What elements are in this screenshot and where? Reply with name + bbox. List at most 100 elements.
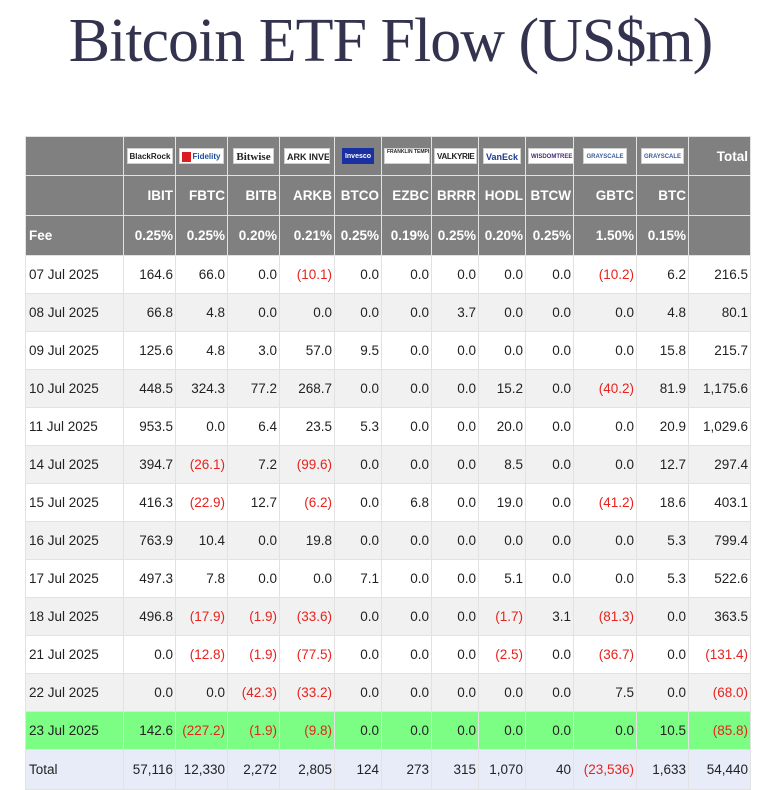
flow-cell: (1.7) — [478, 597, 526, 636]
row-date: 10 Jul 2025 — [25, 369, 124, 408]
row-total: (85.8) — [688, 711, 751, 750]
wisdomtree-logo-cell: WISDOMTREE — [525, 136, 574, 176]
table-row: 21 Jul 2025 0.0 (12.8) (1.9) (77.5) 0.0 0.0 0.0… — [25, 635, 751, 674]
flow-cell: 0.0 — [431, 559, 479, 598]
table-row: 07 Jul 2025 164.6 66.0 0.0 (10.1) 0.0 0.0 0.0 0.… — [25, 255, 751, 294]
flow-cell: 12.7 — [636, 445, 689, 484]
flow-cell: 0.0 — [381, 635, 432, 674]
row-total: 216.5 — [688, 255, 751, 294]
flow-cell: 0.0 — [525, 559, 574, 598]
fidelity-mark-icon — [182, 152, 192, 163]
bitwise-logo: Bitwise — [233, 148, 274, 165]
flow-cell: 0.0 — [381, 331, 432, 370]
flow-cell: 20.9 — [636, 407, 689, 446]
flow-cell: 0.0 — [525, 407, 574, 446]
flow-cell: (1.9) — [227, 635, 280, 674]
vaneck-logo: VanEck — [482, 148, 522, 165]
flow-cell: (12.8) — [175, 635, 228, 674]
flow-cell: 0.0 — [478, 711, 526, 750]
flow-cell: 0.0 — [334, 369, 382, 408]
flow-cell: 0.0 — [636, 673, 689, 712]
ticker-header-row: IBIT FBTC BITB ARKB BTCO EZBC BRRR HODL … — [25, 175, 751, 216]
ticker-header: ARKB — [279, 175, 335, 216]
fee-value: 0.21% — [279, 215, 335, 256]
flow-cell: 18.6 — [636, 483, 689, 522]
totals-cell: 1,070 — [478, 749, 526, 790]
table-row: 14 Jul 2025 394.7 (26.1) 7.2 (99.6) 0.0 0.0 0.0… — [25, 445, 751, 484]
flow-cell: 9.5 — [334, 331, 382, 370]
ticker-header: EZBC — [381, 175, 432, 216]
flow-cell: 77.2 — [227, 369, 280, 408]
flow-cell: 0.0 — [334, 673, 382, 712]
flow-cell: 0.0 — [431, 483, 479, 522]
fee-value: 0.25% — [334, 215, 382, 256]
flow-table-body: 07 Jul 2025 164.6 66.0 0.0 (10.1) 0.0 0.0 0.0 0.… — [25, 255, 751, 790]
ticker-corner-cell — [25, 175, 124, 216]
row-total: 80.1 — [688, 293, 751, 332]
ticker-header: BTC — [636, 175, 689, 216]
flow-cell: 0.0 — [381, 369, 432, 408]
ticker-header: FBTC — [175, 175, 228, 216]
fee-value: 0.25% — [123, 215, 176, 256]
flow-cell: 0.0 — [431, 521, 479, 560]
ark-invest-logo: ARK INVEST — [284, 148, 330, 165]
flow-cell: 0.0 — [381, 255, 432, 294]
flow-cell: 953.5 — [123, 407, 176, 446]
flow-cell: 81.9 — [636, 369, 689, 408]
table-row: 11 Jul 2025 953.5 0.0 6.4 23.5 5.3 0.0 0.0 20.0 0… — [25, 407, 751, 446]
row-date: 16 Jul 2025 — [25, 521, 124, 560]
totals-cell: 57,116 — [123, 749, 176, 790]
flow-cell: 10.5 — [636, 711, 689, 750]
flow-cell: 0.0 — [279, 559, 335, 598]
flow-cell: 15.8 — [636, 331, 689, 370]
flow-cell: 0.0 — [573, 293, 637, 332]
ticker-header: GBTC — [573, 175, 637, 216]
totals-cell: 40 — [525, 749, 574, 790]
blackrock-logo: BlackRock — [126, 148, 173, 165]
flow-cell: 19.0 — [478, 483, 526, 522]
row-date: 23 Jul 2025 — [25, 711, 124, 750]
flow-cell: 3.7 — [431, 293, 479, 332]
flow-cell: 0.0 — [573, 711, 637, 750]
flow-cell: 0.0 — [525, 673, 574, 712]
flow-cell: 0.0 — [573, 521, 637, 560]
fee-value: 0.19% — [381, 215, 432, 256]
flow-cell: 0.0 — [227, 293, 280, 332]
row-date: 21 Jul 2025 — [25, 635, 124, 674]
fidelity-logo-cell: Fidelity — [175, 136, 228, 176]
fee-value: 1.50% — [573, 215, 637, 256]
flow-cell: (6.2) — [279, 483, 335, 522]
flow-cell: 7.8 — [175, 559, 228, 598]
flow-cell: 324.3 — [175, 369, 228, 408]
table-row: 08 Jul 2025 66.8 4.8 0.0 0.0 0.0 0.0 3.7 0.0 0.0 0… — [25, 293, 751, 332]
blackrock-logo-cell: BlackRock — [123, 136, 176, 176]
flow-cell: 0.0 — [381, 597, 432, 636]
flow-cell: 3.0 — [227, 331, 280, 370]
flow-cell: 0.0 — [573, 331, 637, 370]
grayscale-btc-logo-cell: GRAYSCALE — [636, 136, 689, 176]
ticker-header: IBIT — [123, 175, 176, 216]
flow-cell: (77.5) — [279, 635, 335, 674]
page-title: Bitcoin ETF Flow (US$m) — [68, 7, 714, 75]
flow-cell: 0.0 — [636, 597, 689, 636]
row-date: 07 Jul 2025 — [25, 255, 124, 294]
row-date: 22 Jul 2025 — [25, 673, 124, 712]
flow-cell: 0.0 — [334, 711, 382, 750]
flow-cell: 0.0 — [334, 255, 382, 294]
fee-value: 0.25% — [525, 215, 574, 256]
flow-cell: 763.9 — [123, 521, 176, 560]
flow-cell: (1.9) — [227, 597, 280, 636]
totals-cell: (23,536) — [573, 749, 637, 790]
flow-cell: 142.6 — [123, 711, 176, 750]
flow-cell: (227.2) — [175, 711, 228, 750]
flow-cell: 0.0 — [525, 445, 574, 484]
row-date: 11 Jul 2025 — [25, 407, 124, 446]
flow-cell: 7.5 — [573, 673, 637, 712]
flow-cell: (99.6) — [279, 445, 335, 484]
fee-value: 0.15% — [636, 215, 689, 256]
flow-cell: 10.4 — [175, 521, 228, 560]
flow-cell: 20.0 — [478, 407, 526, 446]
totals-cell: 273 — [381, 749, 432, 790]
fee-value: 0.25% — [175, 215, 228, 256]
flow-cell: (9.8) — [279, 711, 335, 750]
